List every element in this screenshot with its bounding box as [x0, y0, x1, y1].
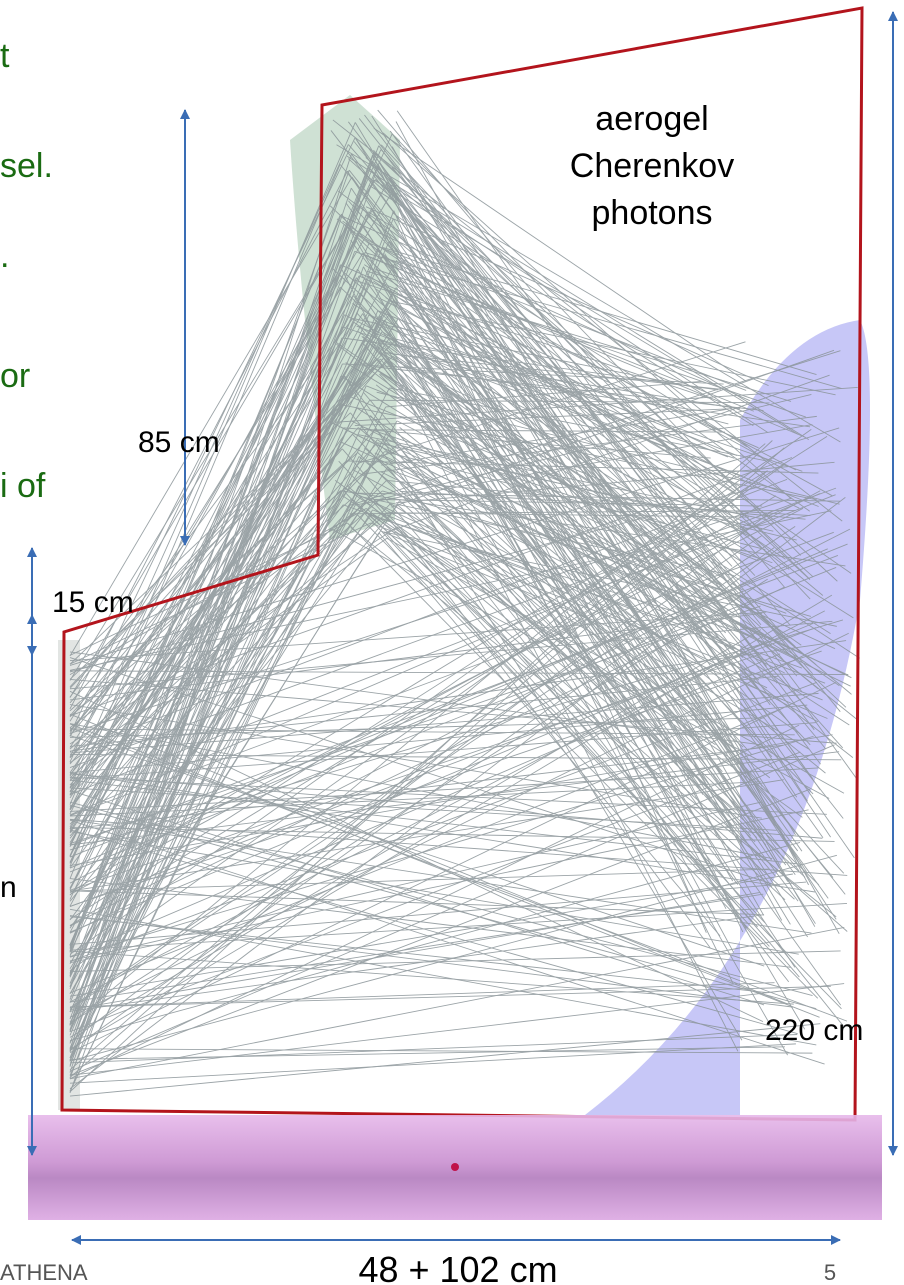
footer: ATHENA: [0, 1260, 88, 1285]
ray: [70, 882, 806, 944]
dimension-label: 85 cm: [138, 426, 220, 459]
ray: [70, 386, 366, 1062]
cut-text: sel.: [0, 147, 53, 185]
label: aerogel: [595, 100, 708, 138]
ray: [70, 276, 369, 986]
dimension-label: 15 cm: [52, 586, 134, 619]
ray: [70, 170, 349, 952]
dimension-label: 220 cm: [765, 1014, 863, 1047]
slide: t sel. . or i of n 85 cm 15 cm 220 cm 48…: [0, 0, 904, 1285]
cut-text: .: [0, 237, 9, 275]
cut-text: or: [0, 357, 30, 395]
cut-text: i of: [0, 467, 46, 505]
diagram: t sel. . or i of n 85 cm 15 cm 220 cm 48…: [0, 0, 904, 1285]
ray: [70, 315, 369, 974]
dimension-label: 48 + 102 cm: [358, 1249, 557, 1285]
cut-text: n: [0, 871, 17, 904]
label: Cherenkov: [570, 147, 734, 185]
label: photons: [592, 194, 713, 232]
ray: [70, 251, 355, 1043]
cut-text: t: [0, 37, 10, 75]
page-number: 5: [824, 1260, 836, 1285]
ray: [367, 271, 791, 401]
photon-rays: [70, 110, 860, 1096]
interaction-point: [451, 1163, 459, 1171]
